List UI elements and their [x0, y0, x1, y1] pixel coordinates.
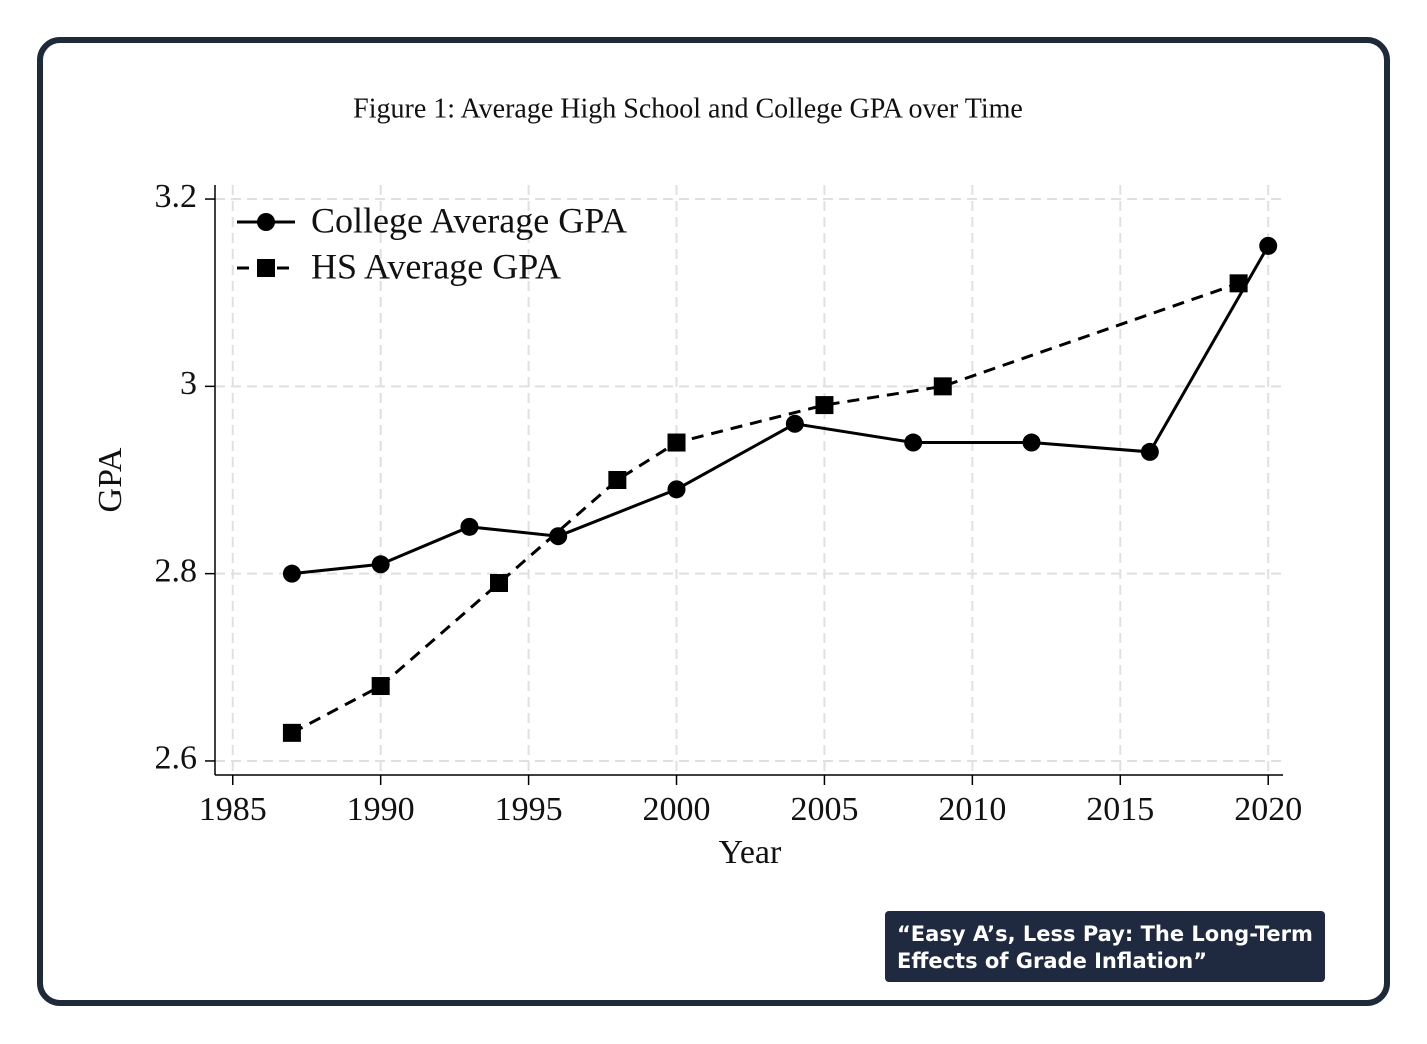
- y-tick-label: 2.6: [155, 740, 198, 777]
- data-point: [1259, 236, 1278, 255]
- caption-line: Effects of Grade Inflation”: [897, 949, 1208, 973]
- y-tick-label: 3: [180, 365, 197, 402]
- data-point: [933, 377, 952, 396]
- chart-title: Figure 1: Average High School and Colleg…: [353, 93, 1023, 124]
- legend-label: College Average GPA: [311, 200, 627, 240]
- data-point: [371, 555, 390, 574]
- y-axis-label: GPA: [92, 447, 129, 512]
- series-line: [291, 281, 1240, 735]
- x-tick-label: 2015: [1086, 791, 1154, 828]
- x-tick-label: 1990: [347, 791, 415, 828]
- caption-box: “Easy A’s, Less Pay: The Long-Term Effec…: [885, 911, 1325, 982]
- card: [37, 37, 1390, 1006]
- x-tick-label: 1995: [495, 791, 563, 828]
- caption-line: “Easy A’s, Less Pay: The Long-Term: [897, 922, 1313, 946]
- x-tick-label: 2005: [790, 791, 858, 828]
- data-point: [1140, 442, 1159, 461]
- x-tick-label: 2010: [938, 791, 1006, 828]
- x-tick-label: 2020: [1234, 791, 1302, 828]
- data-point: [282, 723, 301, 742]
- x-tick-label: 1985: [199, 791, 267, 828]
- data-point: [904, 433, 923, 452]
- data-point: [667, 480, 686, 499]
- data-point: [785, 414, 804, 433]
- legend-marker: [257, 213, 275, 231]
- data-point: [282, 564, 301, 583]
- legend-label: HS Average GPA: [311, 246, 561, 286]
- data-point: [549, 527, 568, 546]
- legend-marker: [257, 259, 275, 277]
- series-line: [291, 245, 1270, 576]
- y-tick-label: 3.2: [155, 178, 198, 215]
- data-point: [1229, 274, 1248, 293]
- data-point: [608, 471, 627, 489]
- data-point: [1022, 433, 1041, 452]
- data-point: [815, 396, 834, 415]
- data-point: [490, 574, 509, 593]
- data-point: [667, 433, 686, 452]
- y-tick-label: 2.8: [155, 552, 198, 589]
- data-point: [371, 677, 390, 696]
- data-point: [460, 517, 479, 536]
- x-axis-label: Year: [719, 834, 782, 871]
- x-tick-label: 2000: [643, 791, 711, 828]
